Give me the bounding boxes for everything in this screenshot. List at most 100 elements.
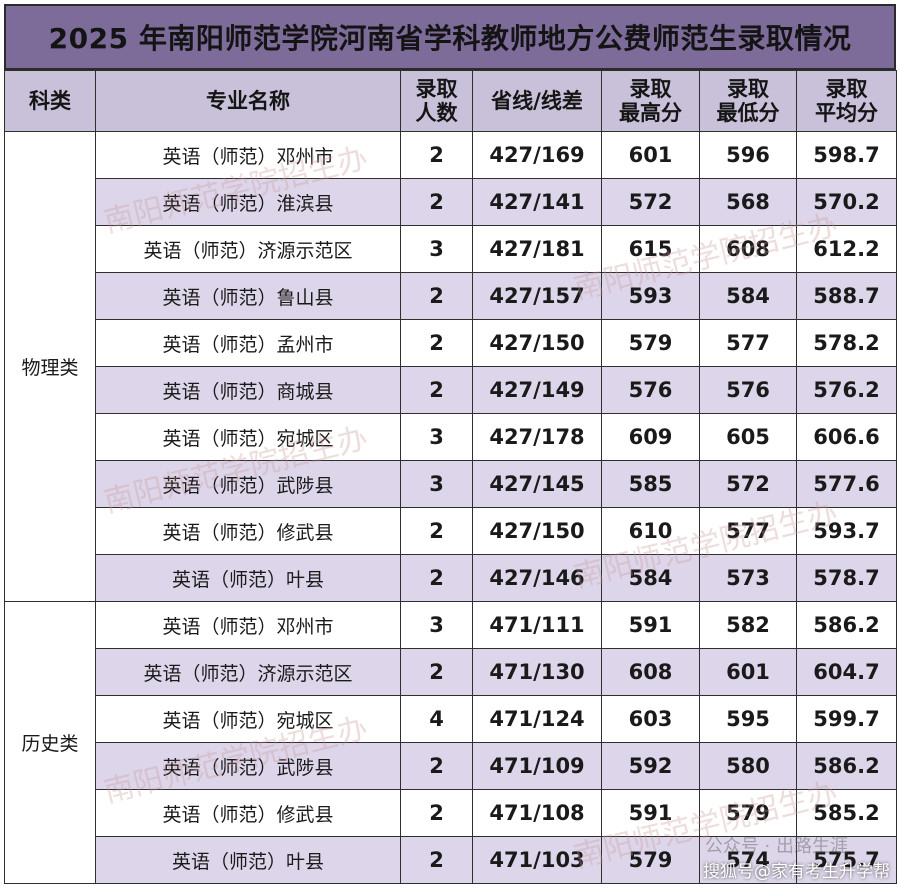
avg-cell: 606.6	[796, 413, 897, 461]
count-cell: 2	[400, 789, 473, 837]
avg-cell: 586.2	[796, 601, 897, 649]
line-cell: 427/145	[472, 460, 602, 508]
table-row: 英语（师范）宛城区 3 427/178 609 605 606.6	[5, 413, 897, 461]
max-cell: 609	[601, 413, 700, 461]
line-cell: 471/103	[472, 836, 602, 884]
line-cell: 471/130	[472, 648, 602, 696]
credit-overlay: 公众号 · 出路生涯	[704, 836, 848, 857]
line-cell: 427/178	[472, 413, 602, 461]
count-cell: 3	[400, 460, 473, 508]
min-cell: 580	[699, 742, 797, 790]
avg-cell: 570.2	[796, 178, 897, 226]
count-cell: 4	[400, 695, 473, 743]
min-cell: 568	[699, 178, 797, 226]
count-cell: 2	[400, 507, 473, 555]
avg-cell: 577.6	[796, 460, 897, 508]
header-line: 省线/线差	[472, 70, 602, 132]
min-cell: 579	[699, 789, 797, 837]
min-cell: 573	[699, 554, 797, 602]
max-cell: 579	[601, 319, 700, 367]
avg-cell: 575.7	[796, 836, 897, 884]
min-cell: 595	[699, 695, 797, 743]
category-cell: 物理类	[4, 131, 96, 602]
min-cell: 605	[699, 413, 797, 461]
major-cell: 英语（师范）叶县	[95, 836, 401, 884]
line-cell: 427/169	[472, 131, 602, 179]
major-cell: 英语（师范）修武县	[95, 789, 401, 837]
max-cell: 610	[601, 507, 700, 555]
table-row: 英语（师范）鲁山县 2 427/157 593 584 588.7	[5, 272, 897, 320]
table-row: 英语（师范）武陟县 3 427/145 585 572 577.6	[5, 460, 897, 508]
major-cell: 英语（师范）宛城区	[95, 413, 401, 461]
avg-cell: 576.2	[796, 366, 897, 414]
major-cell: 英语（师范）商城县	[95, 366, 401, 414]
header-row: 科类 专业名称 录取 人数 省线/线差 录取 最高分 录取 最低分 录取 平均分	[4, 70, 897, 132]
min-cell: 584	[699, 272, 797, 320]
avg-cell: 588.7	[796, 272, 897, 320]
major-cell: 英语（师范）宛城区	[95, 695, 401, 743]
line-cell: 427/181	[472, 225, 602, 273]
count-cell: 2	[400, 272, 473, 320]
avg-cell: 578.7	[796, 554, 897, 602]
max-cell: 615	[601, 225, 700, 273]
avg-cell: 586.2	[796, 742, 897, 790]
count-cell: 3	[400, 601, 473, 649]
avg-cell: 578.2	[796, 319, 897, 367]
min-cell: 577	[699, 319, 797, 367]
table-row: 英语（师范）叶县 2 471/103 579 574 575.7	[5, 836, 897, 884]
header-min: 录取 最低分	[699, 70, 797, 132]
page-title: 2025 年南阳师范学院河南省学科教师地方公费师范生录取情况	[4, 4, 896, 70]
count-cell: 2	[400, 836, 473, 884]
table-body: 物理类 英语（师范）邓州市 2 427/169 601 596 598.7 英语（师范）淮滨县…	[4, 131, 897, 884]
count-cell: 3	[400, 413, 473, 461]
min-cell: 596	[699, 131, 797, 179]
line-cell: 427/150	[472, 507, 602, 555]
header-major: 专业名称	[95, 70, 401, 132]
major-cell: 英语（师范）武陟县	[95, 742, 401, 790]
min-cell: 582	[699, 601, 797, 649]
max-cell: 601	[601, 131, 700, 179]
max-cell: 608	[601, 648, 700, 696]
line-cell: 427/141	[472, 178, 602, 226]
avg-cell: 599.7	[796, 695, 897, 743]
table-row: 物理类 英语（师范）邓州市 2 427/169 601 596 598.7	[4, 131, 897, 602]
category-cell: 历史类	[4, 601, 96, 884]
max-cell: 585	[601, 460, 700, 508]
admission-table: 科类 专业名称 录取 人数 省线/线差 录取 最高分 录取 最低分 录取 平均分 物理类…	[4, 70, 897, 884]
max-cell: 593	[601, 272, 700, 320]
major-cell: 英语（师范）孟州市	[95, 319, 401, 367]
max-cell: 579	[601, 836, 700, 884]
avg-cell: 593.7	[796, 507, 897, 555]
major-cell: 英语（师范）修武县	[95, 507, 401, 555]
table-row: 英语（师范）武陟县 2 471/109 592 580 586.2	[5, 742, 897, 790]
line-cell: 471/111	[472, 601, 602, 649]
avg-cell: 585.2	[796, 789, 897, 837]
credit-text: 搜狐号@家有考生升学帮	[703, 862, 890, 882]
line-cell: 427/149	[472, 366, 602, 414]
max-cell: 576	[601, 366, 700, 414]
max-cell: 592	[601, 742, 700, 790]
major-cell: 英语（师范）邓州市	[95, 601, 401, 649]
major-cell: 英语（师范）淮滨县	[95, 178, 401, 226]
line-cell: 471/108	[472, 789, 602, 837]
count-cell: 2	[400, 554, 473, 602]
table-row: 英语（师范）淮滨县 2 427/141 572 568 570.2	[5, 178, 897, 226]
table-row: 英语（师范）宛城区 4 471/124 603 595 599.7	[5, 695, 897, 743]
major-cell: 英语（师范）济源示范区	[95, 648, 401, 696]
max-cell: 572	[601, 178, 700, 226]
count-cell: 2	[400, 366, 473, 414]
avg-cell: 604.7	[796, 648, 897, 696]
max-cell: 603	[601, 695, 700, 743]
min-cell: 577	[699, 507, 797, 555]
major-cell: 英语（师范）武陟县	[95, 460, 401, 508]
min-cell: 608	[699, 225, 797, 273]
major-cell: 英语（师范）鲁山县	[95, 272, 401, 320]
header-avg: 录取 平均分	[796, 70, 897, 132]
count-cell: 2	[400, 648, 473, 696]
table-row: 英语（师范）修武县 2 471/108 591 579 585.2	[5, 789, 897, 837]
count-cell: 2	[400, 178, 473, 226]
table-row: 英语（师范）济源示范区 2 471/130 608 601 604.7	[5, 648, 897, 696]
max-cell: 584	[601, 554, 700, 602]
max-cell: 591	[601, 601, 700, 649]
table-row: 英语（师范）叶县 2 427/146 584 573 578.7	[5, 554, 897, 602]
